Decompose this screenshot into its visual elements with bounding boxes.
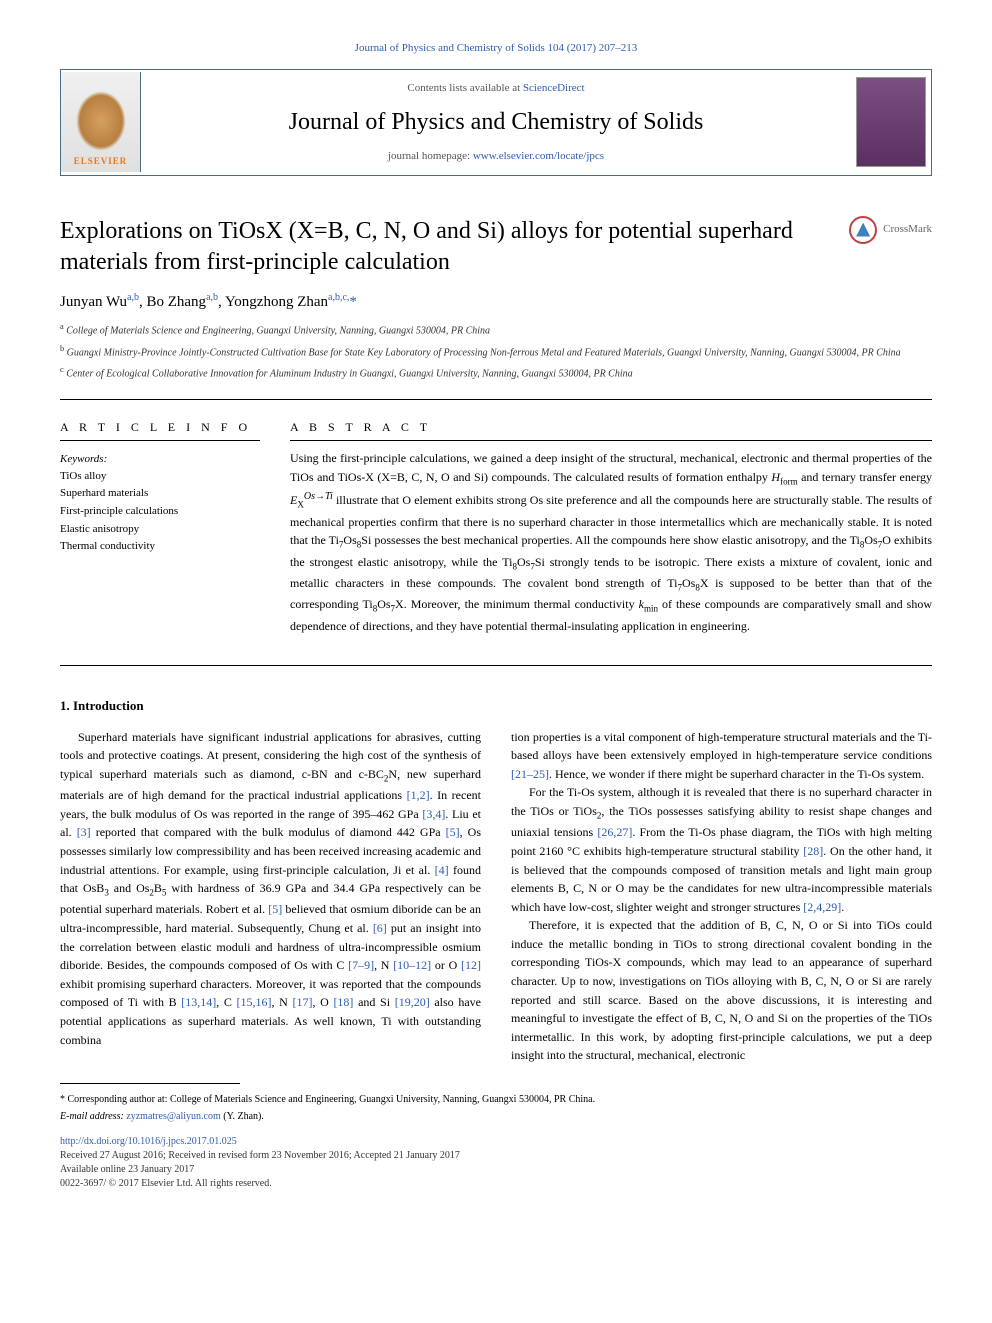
keyword: First-principle calculations bbox=[60, 503, 260, 521]
corresponding-note: * Corresponding author at: College of Ma… bbox=[60, 1092, 932, 1107]
footer-divider bbox=[60, 1083, 240, 1084]
keywords-label: Keywords: bbox=[60, 451, 260, 468]
received-line: Received 27 August 2016; Received in rev… bbox=[60, 1149, 932, 1163]
body-paragraph: For the Ti-Os system, although it is rev… bbox=[511, 783, 932, 916]
article-info-header: A R T I C L E I N F O bbox=[60, 418, 260, 436]
body-two-column: Superhard materials have significant ind… bbox=[60, 728, 932, 1065]
contents-prefix: Contents lists available at bbox=[407, 82, 522, 94]
article-info-column: A R T I C L E I N F O Keywords: TiOs all… bbox=[60, 418, 260, 635]
journal-title: Journal of Physics and Chemistry of Soli… bbox=[151, 104, 841, 140]
affiliation: a College of Materials Science and Engin… bbox=[60, 321, 932, 338]
crossmark-label: CrossMark bbox=[883, 221, 932, 238]
email-suffix: (Y. Zhan). bbox=[221, 1111, 264, 1122]
elsevier-label: ELSEVIER bbox=[74, 155, 128, 169]
copyright-line: 0022-3697/ © 2017 Elsevier Ltd. All righ… bbox=[60, 1177, 932, 1191]
crossmark-badge[interactable]: CrossMark bbox=[849, 216, 932, 244]
abstract-column: A B S T R A C T Using the first-principl… bbox=[290, 418, 932, 635]
available-line: Available online 23 January 2017 bbox=[60, 1163, 932, 1177]
abstract-text: Using the first-principle calculations, … bbox=[290, 449, 932, 635]
keywords-list: TiOs alloySuperhard materialsFirst-princ… bbox=[60, 468, 260, 556]
affiliation: c Center of Ecological Collaborative Inn… bbox=[60, 364, 932, 381]
article-title: Explorations on TiOsX (X=B, C, N, O and … bbox=[60, 216, 829, 278]
crossmark-icon bbox=[849, 216, 877, 244]
elsevier-logo[interactable]: ELSEVIER bbox=[61, 72, 141, 172]
body-paragraph: Superhard materials have significant ind… bbox=[60, 728, 481, 1050]
email-label: E-mail address: bbox=[60, 1111, 126, 1122]
authors: Junyan Wua,b, Bo Zhanga,b, Yongzhong Zha… bbox=[60, 290, 932, 314]
journal-header: ELSEVIER Contents lists available at Sci… bbox=[60, 69, 932, 176]
contents-line: Contents lists available at ScienceDirec… bbox=[151, 80, 841, 97]
keyword: TiOs alloy bbox=[60, 468, 260, 486]
email-line: E-mail address: zyzmatres@aliyun.com (Y.… bbox=[60, 1109, 932, 1124]
affiliation: b Guangxi Ministry-Province Jointly-Cons… bbox=[60, 343, 932, 360]
divider bbox=[60, 399, 932, 400]
divider bbox=[60, 665, 932, 666]
info-divider bbox=[60, 440, 260, 441]
journal-center: Contents lists available at ScienceDirec… bbox=[141, 70, 851, 175]
sciencedirect-link[interactable]: ScienceDirect bbox=[523, 82, 585, 94]
top-citation: Journal of Physics and Chemistry of Soli… bbox=[60, 40, 932, 57]
keyword: Thermal conductivity bbox=[60, 538, 260, 556]
homepage-link[interactable]: www.elsevier.com/locate/jpcs bbox=[473, 150, 604, 162]
section-1-title: 1. Introduction bbox=[60, 696, 932, 716]
body-paragraph: tion properties is a vital component of … bbox=[511, 728, 932, 784]
elsevier-tree-icon bbox=[76, 91, 126, 151]
body-paragraph: Therefore, it is expected that the addit… bbox=[511, 916, 932, 1065]
journal-cover-thumbnail bbox=[856, 77, 926, 167]
doi-link[interactable]: http://dx.doi.org/10.1016/j.jpcs.2017.01… bbox=[60, 1134, 932, 1149]
homepage-line: journal homepage: www.elsevier.com/locat… bbox=[151, 148, 841, 165]
keyword: Elastic anisotropy bbox=[60, 521, 260, 539]
abstract-header: A B S T R A C T bbox=[290, 418, 932, 436]
homepage-prefix: journal homepage: bbox=[388, 150, 473, 162]
email-link[interactable]: zyzmatres@aliyun.com bbox=[126, 1111, 220, 1122]
abstract-divider bbox=[290, 440, 932, 441]
keyword: Superhard materials bbox=[60, 485, 260, 503]
